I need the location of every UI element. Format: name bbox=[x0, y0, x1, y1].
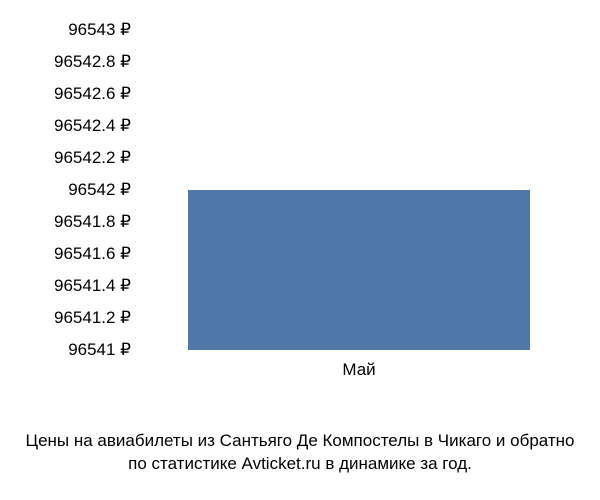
caption-line-1: Цены на авиабилеты из Сантьяго Де Компос… bbox=[0, 430, 600, 453]
y-tick-label: 96541.4 ₽ bbox=[54, 276, 131, 296]
y-tick-label: 96541.2 ₽ bbox=[54, 308, 131, 328]
y-tick-label: 96542.8 ₽ bbox=[54, 52, 131, 72]
y-tick-label: 96541.6 ₽ bbox=[54, 244, 131, 264]
plot-area: Май bbox=[135, 30, 580, 350]
y-tick-label: 96543 ₽ bbox=[68, 20, 131, 40]
x-tick-label: Май bbox=[342, 360, 375, 380]
y-tick-label: 96542.4 ₽ bbox=[54, 116, 131, 136]
y-tick-label: 96541 ₽ bbox=[68, 340, 131, 360]
y-tick-label: 96542.2 ₽ bbox=[54, 148, 131, 168]
chart-caption: Цены на авиабилеты из Сантьяго Де Компос… bbox=[0, 430, 600, 476]
bar bbox=[188, 190, 530, 350]
y-axis: 96543 ₽96542.8 ₽96542.6 ₽96542.4 ₽96542.… bbox=[0, 30, 135, 380]
caption-line-2: по статистике Avticket.ru в динамике за … bbox=[0, 453, 600, 476]
y-tick-label: 96542.6 ₽ bbox=[54, 84, 131, 104]
y-tick-label: 96541.8 ₽ bbox=[54, 212, 131, 232]
y-tick-label: 96542 ₽ bbox=[68, 180, 131, 200]
price-chart: 96543 ₽96542.8 ₽96542.6 ₽96542.4 ₽96542.… bbox=[0, 30, 600, 380]
